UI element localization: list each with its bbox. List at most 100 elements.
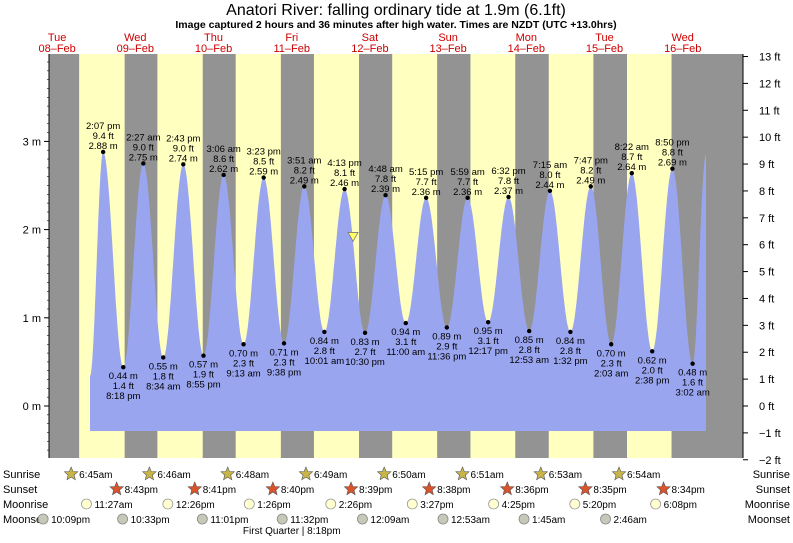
row-label-left: Moonrise — [3, 499, 48, 511]
chart-title: Anatori River: falling ordinary tide at … — [226, 2, 566, 19]
sunset-time: 8:39pm — [359, 485, 392, 496]
low-tide-m-label: 0.94 m — [391, 327, 420, 338]
tide-curve — [90, 152, 706, 431]
low-tide-point — [161, 355, 166, 360]
right-axis-tick-label: 12 ft — [759, 78, 780, 90]
current-tide-marker — [347, 232, 359, 243]
high-tide-time-label: 2:43 pm — [166, 133, 200, 144]
low-tide-point — [403, 320, 408, 326]
low-tide-m-label: 0.55 m — [149, 361, 178, 372]
day-of-week-label: Sat — [362, 32, 379, 44]
high-tide-m-label: 2.74 m — [169, 153, 198, 164]
high-tide-ft-label: 7.8 ft — [498, 176, 519, 187]
low-tide-time-label: 9:38 pm — [267, 367, 301, 378]
row-label-right: Moonset — [748, 514, 790, 526]
high-tide-time-label: 3:23 pm — [246, 147, 280, 158]
date-label: 10–Feb — [195, 43, 232, 55]
low-tide-m-label: 0.85 m — [515, 335, 544, 346]
low-tide-m-label: 0.48 m — [678, 368, 707, 379]
right-axis-tick-label: 11 ft — [759, 105, 780, 117]
low-tide-point — [568, 329, 573, 335]
sunrise-time: 6:45am — [79, 470, 112, 481]
high-tide-m-label: 2.36 m — [453, 187, 482, 198]
right-axis-tick-label: 4 ft — [759, 293, 774, 305]
sunrise-icon — [455, 466, 470, 481]
high-tide-time-label: 4:48 am — [368, 164, 402, 175]
high-tide-ft-label: 7.8 ft — [375, 174, 396, 185]
low-tide-ft-label: 1.9 ft — [193, 370, 214, 381]
low-tide-ft-label: 1.8 ft — [153, 371, 174, 382]
high-tide-m-label: 2.39 m — [371, 184, 400, 195]
high-tide-point — [181, 162, 186, 167]
low-tide-ft-label: 2.7 ft — [354, 347, 375, 358]
low-tide-point — [650, 349, 655, 354]
moonset-time: 10:33pm — [131, 515, 170, 526]
sunrise-time: 6:50am — [392, 470, 425, 481]
left-axis-tick-label: 0 m — [23, 401, 41, 413]
chart-subtitle: Image captured 2 hours and 36 minutes af… — [175, 19, 616, 31]
sunset-icon — [265, 481, 281, 496]
sunset-icon — [343, 481, 359, 496]
moonrise-time: 11:27am — [94, 500, 132, 511]
low-tide-time-label: 12:53 am — [509, 355, 549, 366]
low-tide-ft-label: 1.4 ft — [113, 381, 134, 392]
right-axis-tick-label: 2 ft — [759, 347, 774, 359]
moonset-icon — [196, 513, 208, 525]
moonrise-time: 4:25pm — [502, 500, 535, 511]
sunrise-time: 6:54am — [627, 470, 660, 481]
high-tide-m-label: 2.44 m — [535, 180, 564, 191]
low-tide-ft-label: 2.8 ft — [314, 346, 335, 357]
low-tide-ft-label: 2.8 ft — [519, 345, 540, 356]
axes: 0 m 1 m 2 m 3 m −2 ft −1 ft 0 ft 1 ft 2 ft 3 ft 4 … — [23, 52, 781, 467]
low-tide-m-label: 0.62 m — [638, 355, 667, 366]
day-of-week-label: Tue — [595, 32, 614, 44]
low-tide-m-label: 0.44 m — [109, 371, 138, 382]
sunset-time: 8:38pm — [437, 485, 470, 496]
date-label: 16–Feb — [664, 43, 701, 55]
row-label-right: Sunrise — [753, 469, 790, 481]
low-tide-time-label: 2:03 am — [594, 368, 628, 379]
sunset-time: 8:43pm — [125, 485, 158, 496]
sunrise-icon — [611, 466, 627, 481]
high-tide-m-label: 2.64 m — [617, 162, 646, 173]
high-tide-ft-label: 9.0 ft — [133, 142, 154, 153]
high-tide-m-label: 2.75 m — [129, 152, 158, 163]
high-tide-ft-label: 8.8 ft — [662, 148, 683, 159]
right-axis-tick-label: −2 ft — [759, 455, 781, 467]
tide-extreme-labels: 2:07 pm9.4 ft2.88 m 0.44 m1.4 ft8:18 pm 2:… — [86, 121, 710, 402]
sunset-icon — [421, 481, 437, 496]
sunset-time: 8:40pm — [281, 485, 314, 496]
low-tide-m-label: 0.71 m — [270, 347, 299, 358]
high-tide-ft-label: 8.7 ft — [621, 152, 642, 163]
low-tide-m-label: 0.89 m — [432, 332, 461, 343]
high-tide-time-label: 8:22 am — [615, 142, 649, 153]
sunrise-icon — [298, 466, 314, 481]
day-of-week-label: Wed — [124, 32, 146, 44]
low-tide-time-label: 10:30 pm — [345, 357, 385, 368]
moonrise-icon — [325, 498, 337, 510]
right-axis-tick-label: 3 ft — [759, 320, 774, 332]
sunrise-icon — [63, 466, 79, 481]
right-axis-tick-label: 13 ft — [759, 52, 780, 64]
moonset-icon — [37, 513, 49, 525]
day-of-week-label: Fri — [285, 32, 298, 44]
moonset-time: 12:09am — [370, 515, 409, 526]
high-tide-time-label: 3:51 am — [287, 155, 321, 166]
right-axis-tick-label: 5 ft — [759, 267, 774, 279]
high-tide-point — [261, 175, 266, 180]
row-label-right: Moonrise — [745, 499, 790, 511]
low-tide-m-label: 0.70 m — [229, 348, 258, 359]
high-tide-ft-label: 9.0 ft — [173, 143, 194, 154]
right-axis-tick-label: −1 ft — [759, 428, 781, 440]
moonset-icon — [518, 513, 530, 525]
right-axis-tick-label: 1 ft — [759, 374, 774, 386]
high-tide-point — [670, 166, 675, 171]
left-axis-tick-label: 2 m — [23, 225, 41, 237]
high-tide-point — [342, 186, 347, 192]
high-tide-point — [547, 188, 553, 193]
high-tide-point — [383, 193, 388, 198]
moonrise-time: 2:26pm — [339, 500, 372, 511]
moonrise-icon — [81, 498, 92, 510]
high-tide-ft-label: 9.4 ft — [93, 131, 114, 142]
